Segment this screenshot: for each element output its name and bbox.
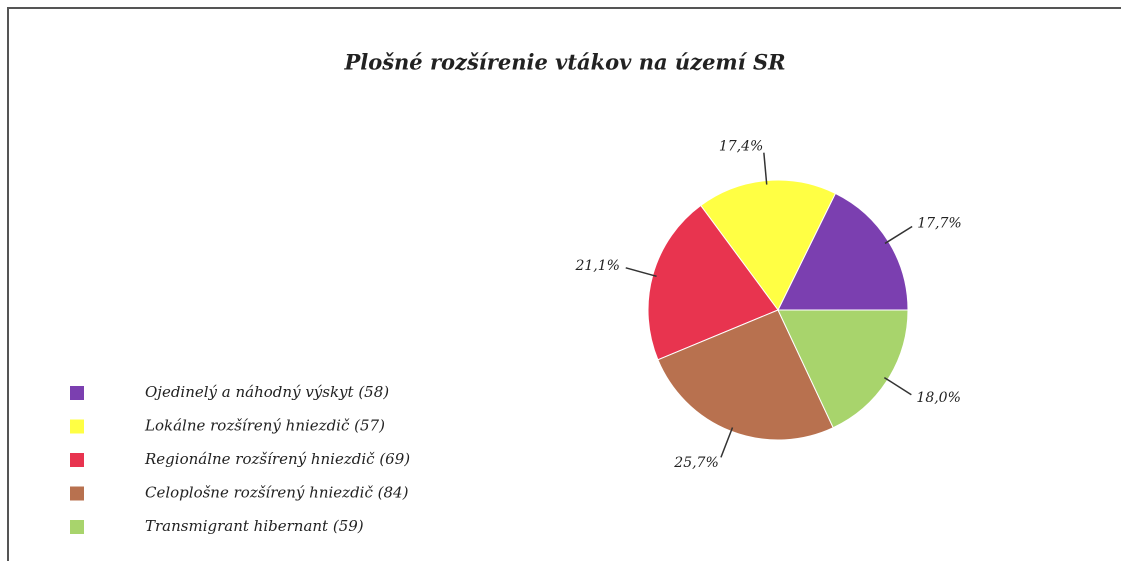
data-label: 25,7% [673, 455, 718, 471]
leader-line [884, 225, 913, 245]
leader-line [625, 267, 657, 278]
legend-label: Ojedinelý a náhodný výskyt (58) [145, 383, 389, 401]
legend-label: Transmigrant hibernant (59) [145, 517, 364, 535]
chart-title: Plošné rozšírenie vtákov na území SR [343, 50, 785, 75]
leader-line [720, 427, 734, 458]
data-label: 18,0% [916, 390, 960, 406]
legend-label: Regionálne rozšírený hniezdič (69) [144, 450, 410, 468]
leader-line [883, 376, 912, 396]
legend-swatch [70, 486, 84, 501]
legend-label: Celoplošne rozšírený hniezdič (84) [145, 484, 409, 502]
data-label: 17,4% [719, 139, 763, 155]
data-label: 21,1% [574, 258, 619, 274]
legend-swatch [70, 419, 84, 434]
legend-swatch [70, 520, 84, 534]
data-label: 17,7% [917, 215, 961, 231]
frame [7, 7, 1121, 561]
legend-swatch [70, 386, 84, 400]
legend-label: Lokálne rozšírený hniezdič (57) [144, 417, 385, 435]
legend-swatch [70, 453, 84, 467]
leader-line [763, 152, 768, 185]
